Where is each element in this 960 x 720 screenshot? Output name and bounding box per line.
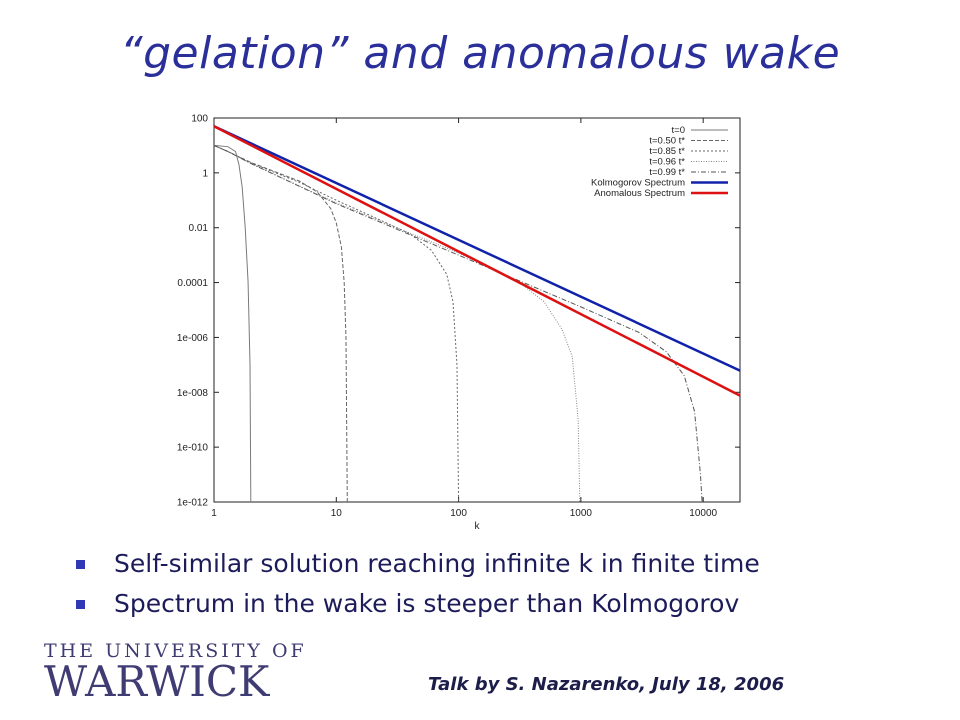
legend-label: Anomalous Spectrum [594, 188, 685, 199]
bullet-item: Self-similar solution reaching infinite … [76, 544, 760, 584]
bullet-list: Self-similar solution reaching infinite … [76, 544, 760, 624]
y-tick-label: 1e-006 [177, 333, 209, 344]
bullet-item: Spectrum in the wake is steeper than Kol… [76, 584, 760, 624]
legend-label: t=0.85 t* [649, 146, 685, 157]
y-tick-label: 1e-010 [177, 443, 209, 454]
y-tick-label: 100 [191, 114, 208, 125]
series-line [213, 144, 252, 503]
bullet-square-icon [76, 600, 85, 609]
legend-label: t=0.99 t* [649, 167, 685, 178]
y-tick-label: 1e-008 [177, 388, 209, 399]
x-tick-label: 10 [331, 508, 343, 519]
series-line [213, 125, 741, 397]
legend-label: t=0 [672, 125, 685, 136]
y-tick-label: 0.0001 [177, 278, 208, 289]
y-tick-label: 1 [202, 168, 208, 179]
x-tick-label: 100 [450, 508, 467, 519]
slide-title: “gelation” and anomalous wake [119, 28, 841, 79]
legend-label: Kolmogorov Spectrum [591, 178, 685, 189]
logo-line2: WARWICK [44, 657, 270, 706]
series-line [213, 125, 741, 372]
bullet-square-icon [76, 560, 85, 569]
bullet-text: Self-similar solution reaching infinite … [114, 549, 760, 578]
legend-label: t=0.50 t* [649, 136, 685, 147]
x-axis-label: k [475, 521, 481, 532]
legend-label: t=0.96 t* [649, 157, 685, 168]
series-line [213, 144, 703, 503]
y-tick-label: 1e-012 [177, 498, 209, 509]
x-tick-label: 10000 [689, 508, 717, 519]
x-tick-label: 1000 [570, 508, 593, 519]
logo-line1: THE UNIVERSITY OF [44, 640, 307, 662]
bullet-text: Spectrum in the wake is steeper than Kol… [114, 589, 740, 618]
x-tick-label: 1 [211, 508, 217, 519]
university-logo: THE UNIVERSITY OF WARWICK [44, 640, 304, 704]
talk-credit: Talk by S. Nazarenko, July 18, 2006 [428, 674, 785, 695]
y-tick-label: 0.01 [189, 223, 209, 234]
series-line [213, 144, 460, 503]
plot-frame [213, 117, 741, 503]
